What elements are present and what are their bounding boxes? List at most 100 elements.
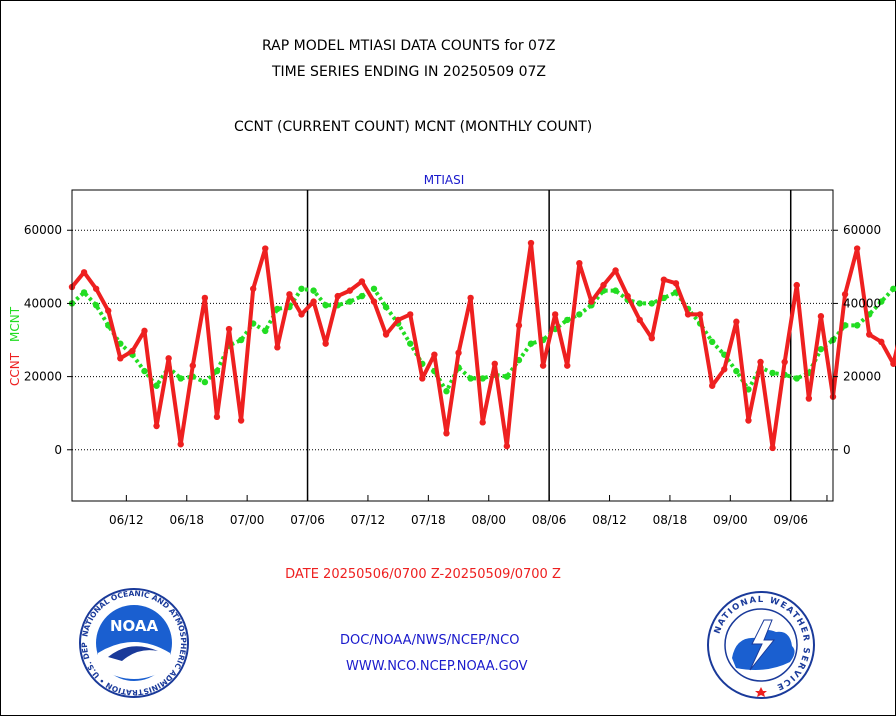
ccnt-point bbox=[394, 316, 402, 324]
ccnt-point bbox=[672, 280, 680, 287]
ccnt-point bbox=[805, 395, 813, 402]
x-tick-label: 07/06 bbox=[290, 513, 325, 527]
ccnt-point bbox=[225, 325, 233, 333]
chart-header-line2: TIME SERIES ENDING IN 20250509 07Z bbox=[272, 64, 546, 80]
ccnt-point bbox=[165, 355, 172, 362]
ccnt-point bbox=[274, 344, 281, 351]
ccnt-point bbox=[201, 294, 209, 302]
ccnt-point bbox=[213, 413, 221, 421]
ccnt-point bbox=[346, 287, 354, 294]
ccnt-point bbox=[793, 281, 800, 289]
chart-header-line3: CCNT (CURRENT COUNT) MCNT (MONTHLY COUNT… bbox=[234, 119, 593, 135]
ccnt-point bbox=[322, 340, 329, 347]
mcnt-point bbox=[370, 285, 378, 292]
ccnt-point bbox=[612, 267, 619, 274]
y-tick-label-right: 40000 bbox=[843, 296, 881, 310]
series-layer bbox=[68, 239, 896, 452]
y-axis-label-ccnt: CCNT bbox=[8, 352, 22, 386]
ccnt-point bbox=[419, 375, 426, 382]
mcnt-point bbox=[467, 375, 474, 382]
ccnt-point bbox=[141, 327, 148, 335]
mcnt-point bbox=[479, 375, 486, 382]
mcnt-point bbox=[322, 302, 329, 309]
mcnt-point bbox=[177, 375, 184, 382]
ccnt-point bbox=[660, 276, 668, 283]
ccnt-point bbox=[853, 245, 861, 252]
mcnt-point bbox=[382, 303, 390, 311]
ccnt-point bbox=[733, 318, 740, 325]
ccnt-point bbox=[503, 442, 511, 450]
ccnt-point bbox=[527, 239, 535, 247]
ccnt-point bbox=[310, 298, 317, 305]
ccnt-point bbox=[841, 291, 849, 298]
ccnt-line bbox=[70, 241, 896, 450]
nws-logo: NATIONAL WEATHER SERVICE bbox=[707, 591, 815, 699]
ccnt-point bbox=[866, 331, 873, 338]
ccnt-point bbox=[370, 298, 378, 305]
ccnt-point bbox=[491, 360, 498, 367]
ccnt-point bbox=[781, 358, 788, 366]
x-tick-label: 08/00 bbox=[471, 513, 506, 527]
chart-title: MTIASI bbox=[424, 173, 465, 187]
ccnt-point bbox=[80, 269, 88, 276]
mcnt-point bbox=[346, 298, 354, 305]
ccnt-point bbox=[745, 417, 752, 424]
noaa-logo-text: NOAA bbox=[110, 617, 159, 635]
y-axis-label-mcnt: MCNT bbox=[8, 306, 22, 342]
ccnt-point bbox=[684, 311, 692, 318]
footer-link-website[interactable]: WWW.NCO.NCEP.NOAA.GOV bbox=[346, 659, 528, 674]
y-tick-label-left: 40000 bbox=[24, 296, 62, 310]
ccnt-point bbox=[249, 285, 257, 292]
mcnt-point bbox=[527, 340, 535, 347]
mcnt-point bbox=[564, 316, 571, 324]
ccnt-point bbox=[129, 347, 136, 355]
ccnt-point bbox=[721, 366, 728, 373]
mcnt-point bbox=[92, 302, 100, 309]
x-tick-label: 08/18 bbox=[653, 513, 688, 527]
y-tick-label-right: 60000 bbox=[843, 223, 881, 237]
mcnt-point bbox=[80, 289, 88, 296]
mcnt-point bbox=[141, 367, 148, 375]
axis-layer: 0 0 20000 20000 40000 40000 60000 60000 06/12 06/… bbox=[24, 223, 881, 527]
mcnt-point bbox=[213, 367, 221, 375]
ccnt-point bbox=[262, 245, 269, 252]
mcnt-point bbox=[153, 382, 160, 389]
mcnt-point bbox=[733, 367, 740, 375]
ccnt-point bbox=[624, 292, 631, 300]
ccnt-point bbox=[237, 417, 245, 424]
mcnt-point bbox=[612, 287, 619, 294]
x-tick-label: 07/18 bbox=[411, 513, 446, 527]
ccnt-point bbox=[298, 311, 305, 318]
ccnt-point bbox=[105, 307, 112, 314]
ccnt-point bbox=[189, 362, 196, 369]
x-tick-label: 07/12 bbox=[351, 513, 386, 527]
ccnt-point bbox=[817, 313, 825, 320]
y-tick-label-left: 0 bbox=[54, 443, 62, 457]
ccnt-point bbox=[696, 311, 704, 318]
ccnt-point bbox=[539, 362, 547, 369]
y-tick-label-left: 60000 bbox=[24, 223, 62, 237]
mcnt-point bbox=[237, 336, 245, 344]
ccnt-point bbox=[92, 285, 100, 292]
ccnt-point bbox=[455, 349, 462, 357]
mcnt-point bbox=[769, 369, 776, 377]
mcnt-point bbox=[503, 373, 511, 380]
footer-link-doc[interactable]: DOC/NOAA/NWS/NCEP/NCO bbox=[340, 633, 520, 648]
mcnt-point bbox=[443, 388, 450, 395]
ccnt-point bbox=[153, 422, 160, 430]
mcnt-point bbox=[262, 327, 269, 335]
y-tick-label-right: 0 bbox=[843, 443, 851, 457]
ccnt-point bbox=[757, 358, 764, 366]
noaa-logo: NATIONAL OCEANIC AND ATMOSPHERIC ADMINIS… bbox=[78, 587, 189, 698]
ccnt-point bbox=[479, 419, 486, 426]
x-tick-label: 09/06 bbox=[773, 513, 808, 527]
y-tick-label-right: 20000 bbox=[843, 370, 881, 384]
ccnt-point bbox=[890, 360, 896, 367]
x-tick-label: 07/00 bbox=[230, 513, 265, 527]
ccnt-point bbox=[382, 331, 390, 338]
ccnt-point bbox=[358, 278, 366, 285]
mcnt-point bbox=[648, 300, 656, 307]
ccnt-point bbox=[177, 441, 184, 448]
x-tick-label: 09/00 bbox=[713, 513, 748, 527]
x-tick-label: 08/12 bbox=[592, 513, 627, 527]
